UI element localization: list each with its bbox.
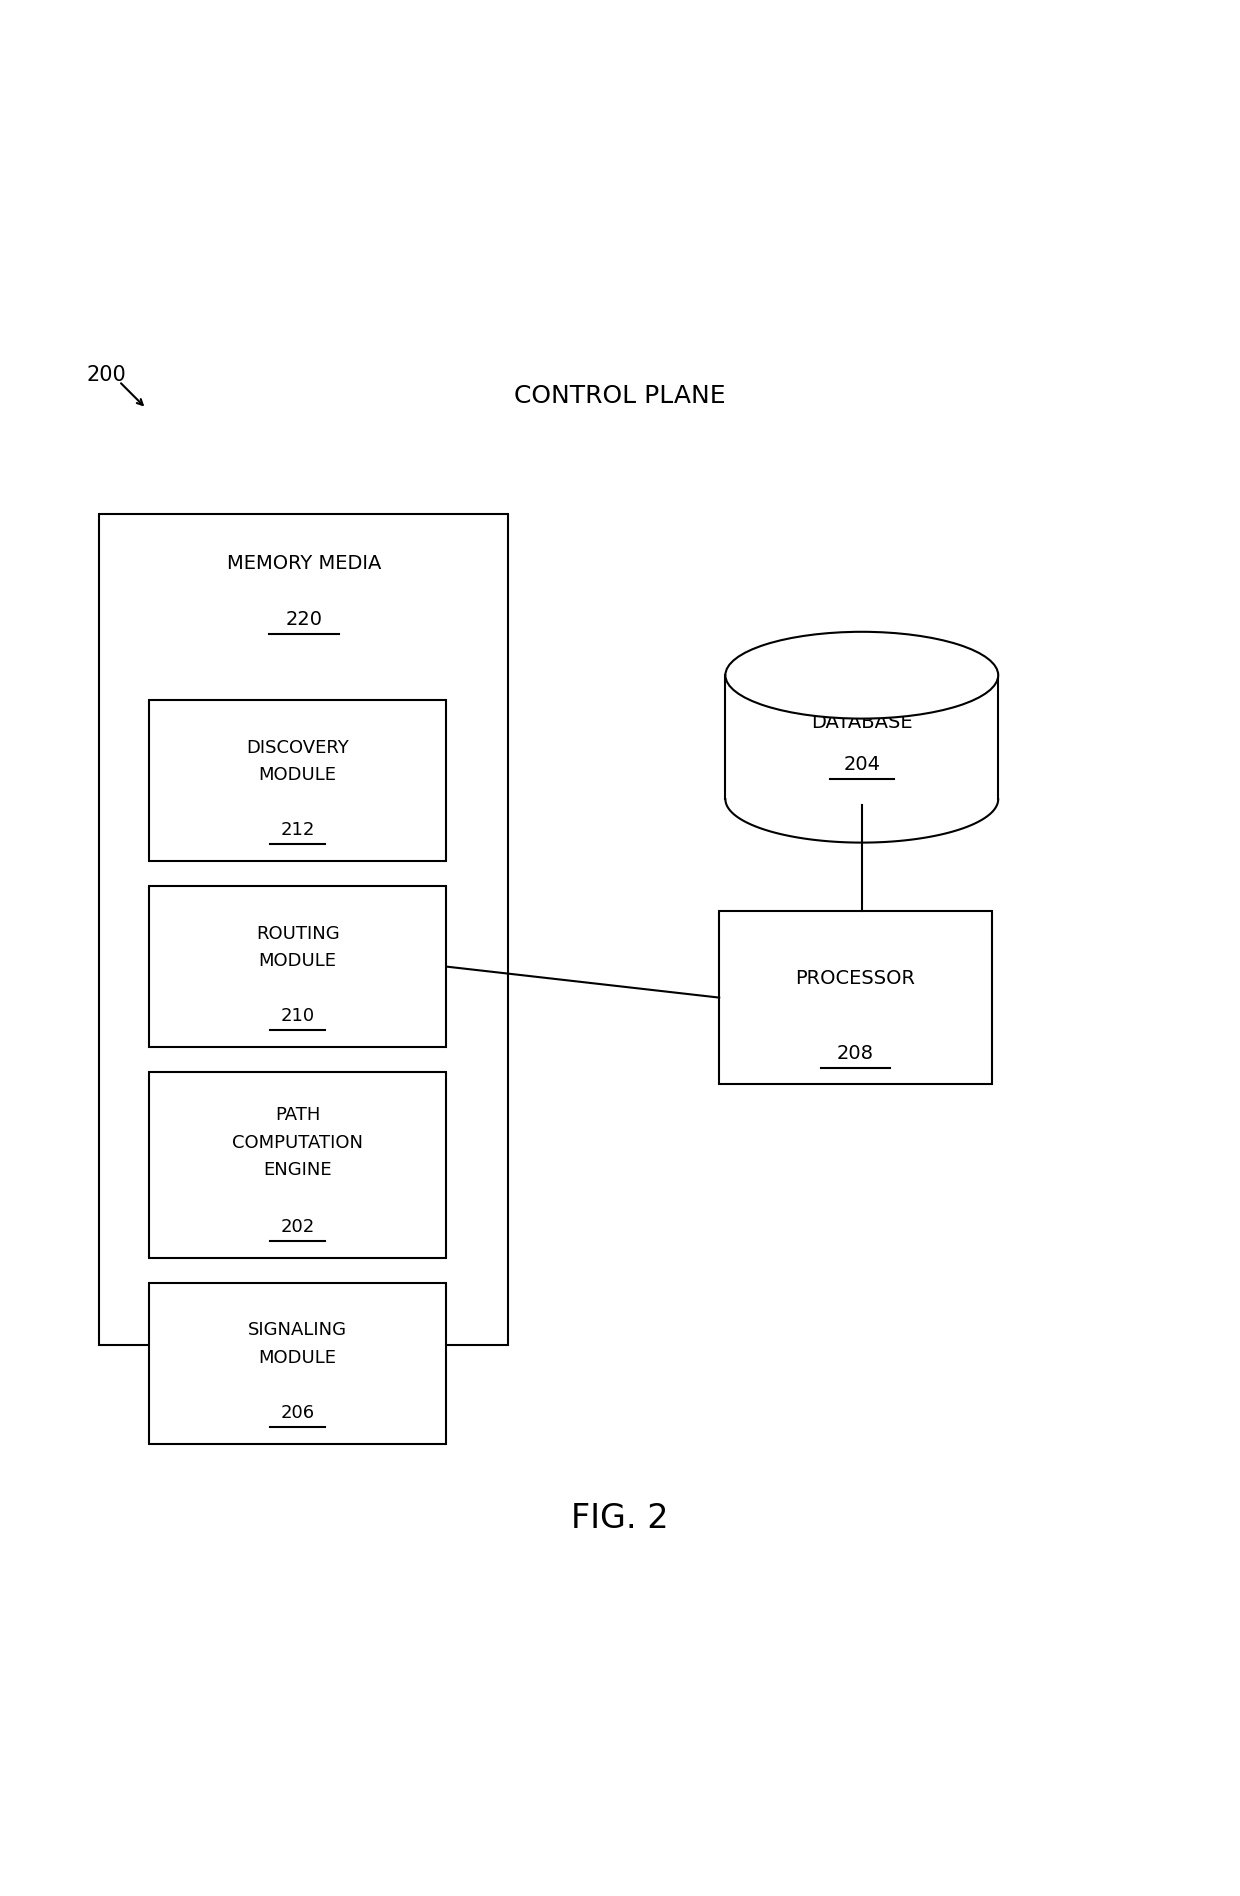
Bar: [725, 675, 998, 800]
Ellipse shape: [725, 631, 998, 719]
Text: 204: 204: [843, 755, 880, 774]
Text: SIGNALING: SIGNALING: [248, 1322, 347, 1339]
FancyBboxPatch shape: [719, 910, 992, 1085]
FancyBboxPatch shape: [149, 700, 446, 861]
Text: DATABASE: DATABASE: [811, 713, 913, 732]
Text: 210: 210: [280, 1007, 315, 1026]
Text: ENGINE: ENGINE: [263, 1160, 332, 1179]
FancyBboxPatch shape: [149, 1284, 446, 1445]
FancyBboxPatch shape: [149, 885, 446, 1047]
Text: 212: 212: [280, 821, 315, 840]
Text: CONTROL PLANE: CONTROL PLANE: [515, 385, 725, 408]
Text: 202: 202: [280, 1217, 315, 1236]
Text: COMPUTATION: COMPUTATION: [232, 1134, 363, 1151]
Text: DISCOVERY: DISCOVERY: [247, 739, 348, 757]
Text: 208: 208: [837, 1045, 874, 1064]
Text: MEMORY MEDIA: MEMORY MEDIA: [227, 554, 381, 573]
Text: 200: 200: [87, 366, 126, 385]
Text: 206: 206: [280, 1405, 315, 1422]
Text: MODULE: MODULE: [259, 1348, 336, 1367]
FancyBboxPatch shape: [149, 1071, 446, 1259]
Text: FIG. 2: FIG. 2: [572, 1502, 668, 1536]
Text: MODULE: MODULE: [259, 766, 336, 783]
Text: 220: 220: [285, 611, 322, 629]
FancyBboxPatch shape: [99, 514, 508, 1344]
Text: ROUTING: ROUTING: [255, 925, 340, 942]
Text: MODULE: MODULE: [259, 952, 336, 971]
Text: PROCESSOR: PROCESSOR: [796, 969, 915, 988]
Text: PATH: PATH: [275, 1107, 320, 1124]
